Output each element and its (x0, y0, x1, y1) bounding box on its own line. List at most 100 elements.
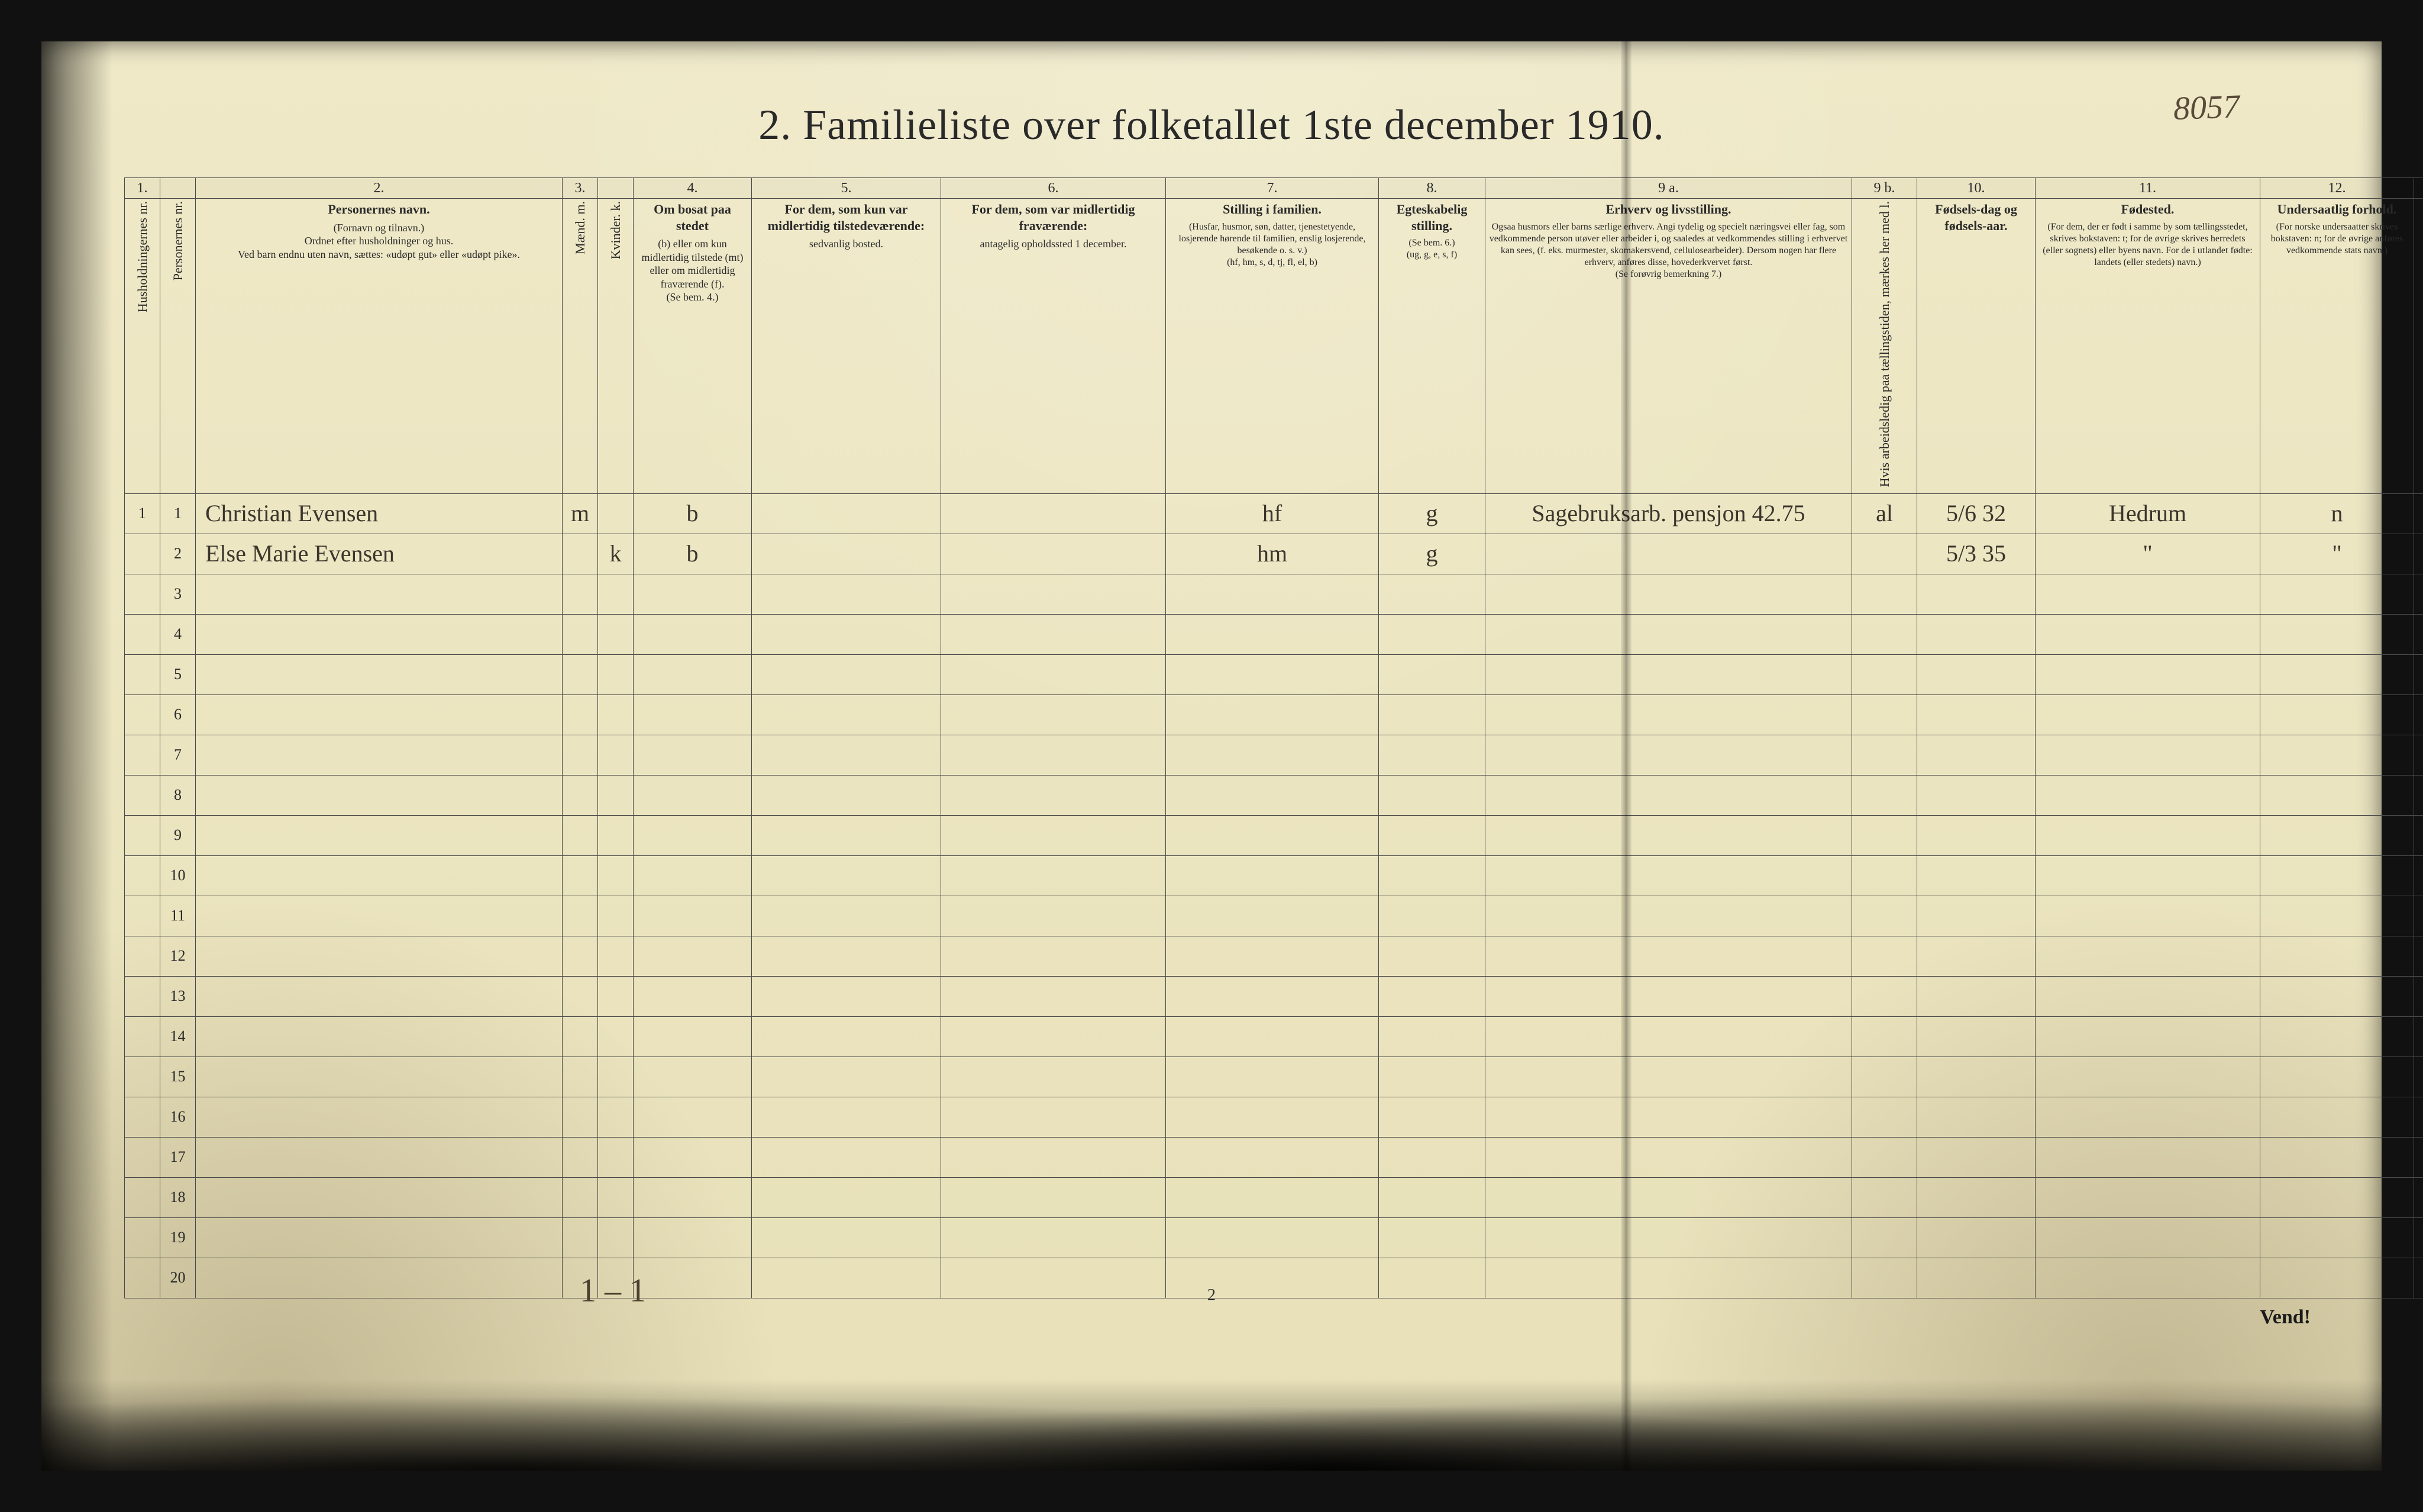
cell-name (196, 1016, 563, 1057)
cell-hh (125, 775, 160, 815)
cell-religion (2414, 896, 2423, 936)
column-header: Personernes nr. (160, 199, 196, 494)
column-header: Hvis arbeidsledig paa tællingstiden, mær… (1852, 199, 1917, 494)
table-body: 11Christian EvensenmbhfgSagebruksarb. pe… (125, 493, 2423, 1298)
cell-temp_present (752, 694, 941, 735)
cell-birth (1917, 1258, 2036, 1298)
table-row: 10 (125, 855, 2423, 896)
column-number: 7. (1166, 178, 1379, 199)
cell-sex_k (598, 1097, 634, 1137)
column-header: Mænd. m. (563, 199, 598, 494)
table-row: 5 (125, 654, 2423, 694)
cell-unemployed (1852, 1057, 1917, 1097)
cell-sex_m (563, 775, 598, 815)
cell-pn: 17 (160, 1137, 196, 1177)
table-row: 11Christian EvensenmbhfgSagebruksarb. pe… (125, 493, 2423, 534)
cell-family_pos (1166, 1097, 1379, 1137)
cell-sex_m (563, 694, 598, 735)
cell-temp_absent (941, 1057, 1166, 1097)
cell-temp_absent (941, 1097, 1166, 1137)
cell-birthplace (2036, 694, 2260, 735)
cell-name (196, 976, 563, 1016)
cell-sex_k (598, 1137, 634, 1177)
cell-temp_present (752, 1217, 941, 1258)
cell-family_pos (1166, 614, 1379, 654)
cell-nationality: " (2260, 534, 2414, 574)
column-header: Kvinder. k. (598, 199, 634, 494)
cell-nationality (2260, 855, 2414, 896)
cell-temp_present (752, 654, 941, 694)
cell-sex_m (563, 1177, 598, 1217)
cell-sex_k (598, 614, 634, 654)
cell-unemployed (1852, 1217, 1917, 1258)
cell-nationality (2260, 896, 2414, 936)
cell-temp_present (752, 1137, 941, 1177)
cell-sex_k (598, 936, 634, 976)
cell-name (196, 936, 563, 976)
cell-birthplace (2036, 1097, 2260, 1137)
cell-nationality (2260, 735, 2414, 775)
cell-sex_m (563, 534, 598, 574)
column-number: 11. (2036, 178, 2260, 199)
cell-temp_absent (941, 815, 1166, 855)
cell-residence (634, 976, 752, 1016)
cell-birthplace (2036, 1057, 2260, 1097)
cell-hh (125, 1097, 160, 1137)
cell-pn: 19 (160, 1217, 196, 1258)
cell-hh: 1 (125, 493, 160, 534)
handwritten-page-number: 8057 (2173, 88, 2240, 128)
cell-nationality (2260, 1137, 2414, 1177)
cell-residence (634, 694, 752, 735)
cell-temp_present (752, 815, 941, 855)
cell-family_pos (1166, 735, 1379, 775)
cell-pn: 4 (160, 614, 196, 654)
cell-birthplace: " (2036, 534, 2260, 574)
turn-over-label: Vend! (2260, 1306, 2311, 1329)
column-header: Egteskabelig stilling.(Se bem. 6.) (ug, … (1379, 199, 1485, 494)
cell-name (196, 1057, 563, 1097)
cell-unemployed (1852, 654, 1917, 694)
cell-residence (634, 1177, 752, 1217)
cell-sex_k (598, 775, 634, 815)
cell-pn: 20 (160, 1258, 196, 1298)
cell-residence (634, 614, 752, 654)
column-header: Erhverv og livsstilling.Ogsaa husmors el… (1485, 199, 1852, 494)
cell-unemployed (1852, 735, 1917, 775)
cell-unemployed (1852, 1097, 1917, 1137)
cell-pn: 1 (160, 493, 196, 534)
cell-pn: 5 (160, 654, 196, 694)
cell-religion (2414, 1258, 2423, 1298)
table-row: 8 (125, 775, 2423, 815)
column-header: Stilling i familien.(Husfar, husmor, søn… (1166, 199, 1379, 494)
table-row: 18 (125, 1177, 2423, 1217)
cell-birthplace (2036, 896, 2260, 936)
cell-unemployed (1852, 534, 1917, 574)
cell-hh (125, 534, 160, 574)
cell-residence (634, 896, 752, 936)
cell-birthplace (2036, 1177, 2260, 1217)
cell-religion (2414, 735, 2423, 775)
column-number: 8. (1379, 178, 1485, 199)
cell-hh (125, 936, 160, 976)
cell-unemployed (1852, 1016, 1917, 1057)
cell-nationality (2260, 1016, 2414, 1057)
cell-hh (125, 815, 160, 855)
cell-occupation (1485, 694, 1852, 735)
cell-hh (125, 896, 160, 936)
cell-religion (2414, 1217, 2423, 1258)
table-row: 3 (125, 574, 2423, 614)
cell-marital (1379, 896, 1485, 936)
cell-name (196, 1217, 563, 1258)
cell-religion (2414, 1097, 2423, 1137)
cell-hh (125, 976, 160, 1016)
cell-sex_m (563, 1137, 598, 1177)
cell-nationality (2260, 694, 2414, 735)
cell-pn: 18 (160, 1177, 196, 1217)
cell-religion: " (2414, 534, 2423, 574)
cell-nationality (2260, 976, 2414, 1016)
cell-family_pos (1166, 1137, 1379, 1177)
cell-birthplace (2036, 775, 2260, 815)
cell-temp_absent (941, 694, 1166, 735)
column-number (598, 178, 634, 199)
cell-birth: 5/6 32 (1917, 493, 2036, 534)
